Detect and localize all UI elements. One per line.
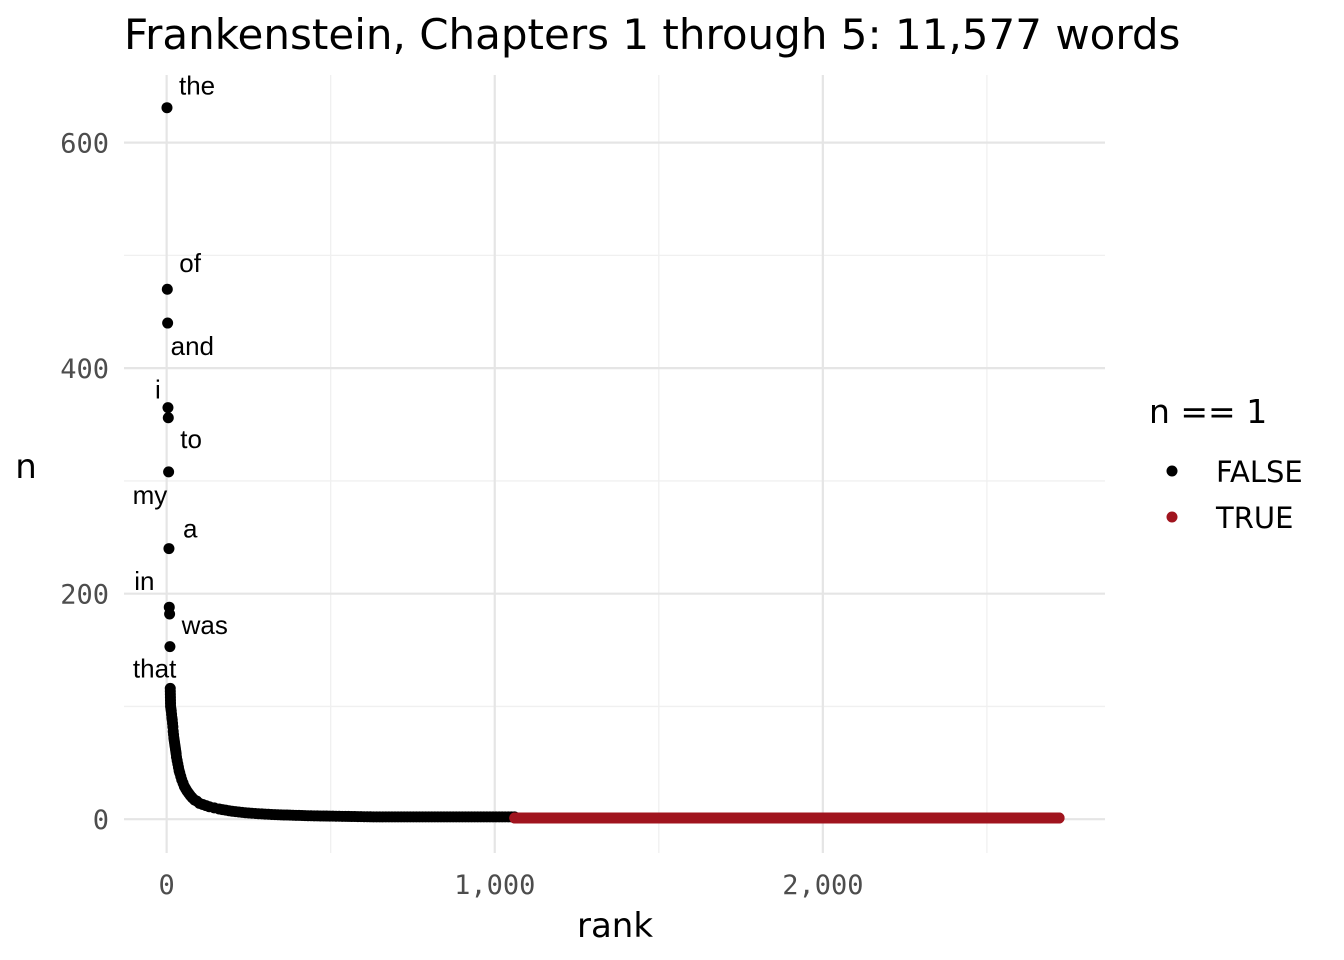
point-label-that: that [133, 654, 177, 684]
point-label-to: to [180, 424, 202, 454]
labeled-point-of [161, 283, 173, 295]
labeled-points [161, 102, 176, 653]
x-axis-title: rank [577, 906, 653, 946]
x-axis-ticks: 0 1,000 2,000 [159, 870, 864, 901]
labeled-point-and [162, 317, 174, 329]
y-tick-label: 0 [93, 805, 109, 836]
point-label-and: and [171, 331, 214, 361]
point-label-a: a [183, 514, 198, 544]
y-axis-title: n [15, 447, 37, 487]
point-label-in: in [134, 566, 154, 596]
x-tick-label: 2,000 [782, 870, 863, 901]
major-gridlines [124, 75, 1105, 853]
y-axis-ticks: 0 200 400 600 [60, 129, 109, 837]
series-false [164, 682, 520, 823]
legend-title: n == 1 [1149, 392, 1267, 431]
labeled-point-to [162, 412, 174, 424]
y-tick-label: 600 [60, 129, 109, 160]
x-tick-label: 1,000 [454, 870, 535, 901]
labeled-point-that [164, 641, 176, 653]
labeled-point-the [161, 102, 173, 114]
point-label-the: the [179, 71, 215, 101]
labeled-point-i [162, 402, 174, 414]
y-tick-label: 200 [60, 580, 109, 611]
point-label-my: my [133, 480, 168, 510]
legend-key-false [1166, 465, 1178, 477]
labeled-point-my [163, 466, 175, 478]
point-label-i: i [155, 375, 161, 405]
series-true [509, 812, 1065, 824]
labeled-point-a [163, 543, 175, 555]
legend-key-true [1166, 511, 1178, 523]
legend-label-false: FALSE [1216, 455, 1303, 489]
point-label-of: of [179, 248, 201, 278]
y-tick-label: 400 [60, 354, 109, 385]
legend: n == 1 FALSE TRUE [1149, 392, 1303, 535]
chart-title: Frankenstein, Chapters 1 through 5: 11,5… [124, 10, 1180, 59]
labeled-point-was [164, 608, 176, 620]
x-tick-label: 0 [159, 870, 175, 901]
point-label-was: was [181, 610, 228, 640]
data-point [1053, 812, 1065, 824]
legend-label-true: TRUE [1215, 501, 1293, 535]
data-point [509, 812, 521, 824]
minor-gridlines [124, 75, 1105, 853]
